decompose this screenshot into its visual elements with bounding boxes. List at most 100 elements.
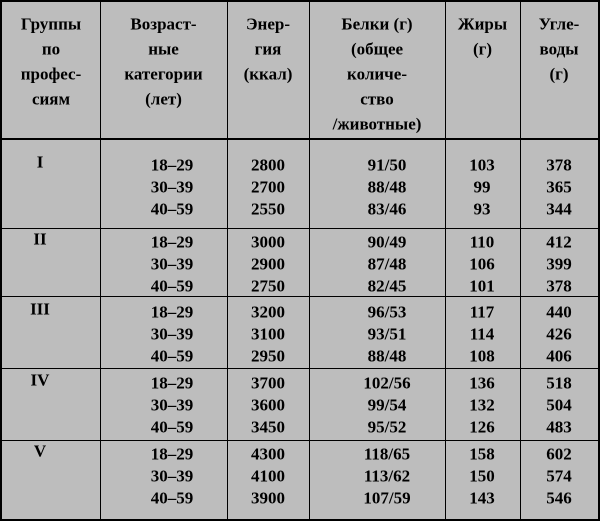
cell-text: 30–39 xyxy=(150,324,194,344)
cell-text: 118/65 xyxy=(363,444,411,464)
cell-text: 365 xyxy=(546,177,572,197)
cell-text: 30–39 xyxy=(150,254,194,274)
cell-text: 18–29 xyxy=(150,232,194,252)
cell-text: 113/62 xyxy=(363,466,411,486)
cell-text: 96/53 xyxy=(367,302,407,322)
header-text: ство xyxy=(360,89,394,109)
group-label: II xyxy=(33,229,47,249)
cell-text: 30–39 xyxy=(150,177,194,197)
cell-text: 2950 xyxy=(251,346,285,366)
cell-text: 412 xyxy=(546,232,572,252)
header-text: Группы xyxy=(20,14,82,34)
header-text: (ккал) xyxy=(243,64,293,84)
cell-text: 83/46 xyxy=(367,199,407,219)
cell-text: 82/45 xyxy=(367,276,407,296)
header-text: категории xyxy=(124,64,203,84)
cell-text: 110 xyxy=(469,232,495,252)
header-text: (общее xyxy=(350,39,404,59)
cell-text: 40–59 xyxy=(150,346,194,366)
header-text: (лет) xyxy=(145,89,182,109)
cell-text: 3100 xyxy=(251,324,285,344)
cell-text: 106 xyxy=(469,254,495,274)
cell-text: 3700 xyxy=(251,373,285,393)
cell-text: 4300 xyxy=(251,444,285,464)
header-text: Возраст- xyxy=(130,14,197,34)
cell-text: 483 xyxy=(546,417,572,437)
column-rule xyxy=(309,2,310,519)
cell-text: 126 xyxy=(469,417,495,437)
cell-text: 344 xyxy=(546,199,572,219)
cell-text: 102/56 xyxy=(363,373,411,393)
group-rule xyxy=(2,440,598,441)
cell-text: 2550 xyxy=(251,199,285,219)
header-text: Энер- xyxy=(246,14,290,34)
cell-text: 504 xyxy=(546,395,572,415)
cell-text: 546 xyxy=(546,488,572,508)
header-text: (г) xyxy=(549,64,569,84)
cell-text: 378 xyxy=(546,276,572,296)
group-rule xyxy=(2,296,598,297)
group-rule xyxy=(2,368,598,369)
header-text: воды xyxy=(539,39,579,59)
cell-text: 40–59 xyxy=(150,199,194,219)
cell-text: 158 xyxy=(469,444,495,464)
header-text: /животные) xyxy=(332,114,422,134)
cell-text: 114 xyxy=(469,324,495,344)
cell-text: 2900 xyxy=(251,254,285,274)
cell-text: 406 xyxy=(546,346,572,366)
cell-text: 99 xyxy=(473,177,491,197)
group-label: I xyxy=(36,152,44,172)
cell-text: 2750 xyxy=(251,276,285,296)
cell-text: 87/48 xyxy=(367,254,407,274)
cell-text: 2800 xyxy=(251,155,285,175)
header-text: Жиры xyxy=(457,14,508,34)
group-label: III xyxy=(30,299,50,319)
cell-text: 143 xyxy=(469,488,495,508)
cell-text: 18–29 xyxy=(150,444,194,464)
cell-text: 602 xyxy=(546,444,572,464)
cell-text: 3600 xyxy=(251,395,285,415)
cell-text: 88/48 xyxy=(367,177,407,197)
cell-text: 440 xyxy=(546,302,572,322)
cell-text: 518 xyxy=(546,373,572,393)
column-rule xyxy=(520,2,521,519)
cell-text: 150 xyxy=(469,466,495,486)
header-text: (г) xyxy=(472,39,493,59)
cell-text: 378 xyxy=(546,155,572,175)
cell-text: 3000 xyxy=(251,232,285,252)
cell-text: 18–29 xyxy=(150,302,194,322)
header-text: по xyxy=(41,39,61,59)
cell-text: 399 xyxy=(546,254,572,274)
cell-text: 40–59 xyxy=(150,276,194,296)
cell-text: 108 xyxy=(469,346,495,366)
cell-text: 18–29 xyxy=(150,373,194,393)
cell-text: 90/49 xyxy=(367,232,407,252)
cell-text: 95/52 xyxy=(367,417,407,437)
header-text: гия xyxy=(254,39,282,59)
cell-text: 117 xyxy=(469,302,495,322)
cell-text: 574 xyxy=(546,466,572,486)
header-text: ные xyxy=(148,39,179,59)
cell-text: 40–59 xyxy=(150,417,194,437)
cell-text: 3900 xyxy=(251,488,285,508)
header-text: профес- xyxy=(20,64,82,84)
cell-text: 136 xyxy=(469,373,495,393)
column-rule xyxy=(445,2,446,519)
header-text: сиям xyxy=(31,89,71,109)
column-rule xyxy=(100,2,101,519)
cell-text: 4100 xyxy=(251,466,285,486)
cell-text: 91/50 xyxy=(367,155,407,175)
header-text: Угле- xyxy=(538,14,580,34)
cell-text: 3450 xyxy=(251,417,285,437)
column-rule xyxy=(227,2,228,519)
cell-text: 107/59 xyxy=(363,488,411,508)
cell-text: 30–39 xyxy=(150,395,194,415)
cell-text: 30–39 xyxy=(150,466,194,486)
cell-text: 132 xyxy=(469,395,495,415)
cell-text: 3200 xyxy=(251,302,285,322)
cell-text: 426 xyxy=(546,324,572,344)
header-text: количе- xyxy=(347,64,407,84)
group-label: V xyxy=(33,441,47,461)
group-label: IV xyxy=(30,370,50,390)
